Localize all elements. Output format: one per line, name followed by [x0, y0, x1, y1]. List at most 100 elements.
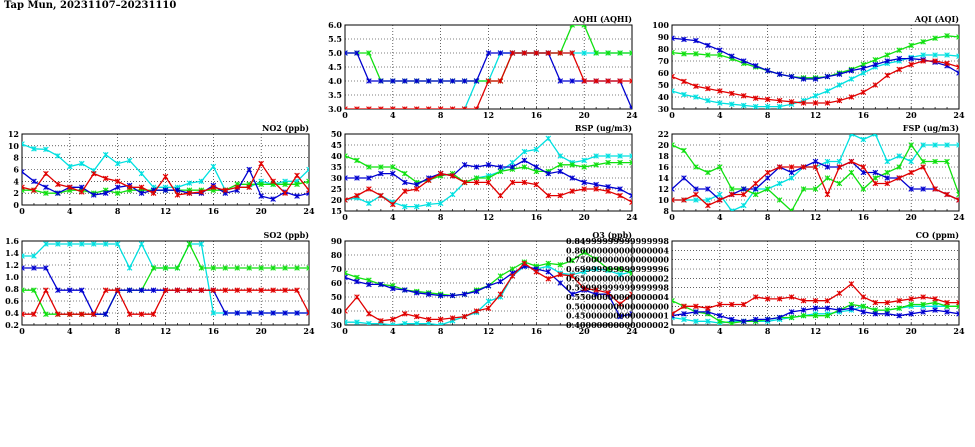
x-tick-label: 4 [390, 326, 396, 336]
x-tick-label: 24 [303, 326, 315, 336]
x-tick-label: 4 [67, 206, 73, 216]
plot-frame [672, 134, 959, 211]
x-tick-label: 16 [531, 212, 543, 222]
x-tick-label: 20 [256, 206, 268, 216]
y-tick-label: 1.6 [5, 236, 19, 246]
x-tick-label: 0 [342, 326, 348, 336]
chart-rsp: 0 4 8 12 16 20 241520253035404550RSP (ug/m3) [331, 123, 638, 222]
y-tick-label: 80 [658, 44, 670, 54]
x-tick-label: 8 [765, 110, 771, 120]
y-tick-label: 15 [331, 206, 342, 216]
x-tick-label: 4 [67, 326, 73, 336]
y-tick-label: 0.4 [5, 308, 19, 318]
y-tick-label: 50 [331, 129, 343, 139]
x-tick-label: 20 [906, 326, 918, 336]
chart-title: RSP (ug/m3) [575, 123, 632, 133]
y-tick-label: 12 [658, 184, 669, 194]
x-tick-label: 12 [810, 110, 821, 120]
chart-title: FSP (ug/m3) [903, 123, 959, 133]
y-tick-label: 6 [13, 165, 19, 175]
y-tick-label: 4.0 [328, 76, 342, 86]
y-tick-label: 1.2 [5, 260, 19, 270]
y-tick-label: 1.4 [5, 248, 19, 258]
x-tick-label: 8 [115, 206, 121, 216]
x-tick-label: 24 [626, 212, 638, 222]
y-tick-label: 0.69999999999999996 [566, 264, 669, 274]
y-tick-label: 60 [658, 68, 670, 78]
chart-fsp: 0 4 8 12 16 20 24810121416182022FSP (ug/m3) [658, 123, 965, 222]
y-tick-label: 1.0 [5, 272, 19, 282]
y-tick-label: 60 [331, 278, 343, 288]
x-tick-label: 16 [858, 212, 870, 222]
y-tick-label: 80 [331, 250, 343, 260]
y-tick-label: 14 [658, 173, 670, 183]
y-tick-label: 16 [658, 162, 670, 172]
x-tick-label: 20 [256, 326, 268, 336]
x-tick-label: 4 [717, 212, 723, 222]
x-tick-label: 16 [531, 110, 543, 120]
y-tick-label: 90 [331, 236, 343, 246]
y-tick-label: 0.80000000000000004 [566, 245, 669, 255]
y-tick-label: 3.0 [328, 104, 342, 114]
x-tick-label: 20 [906, 110, 918, 120]
x-tick-label: 12 [160, 206, 171, 216]
y-tick-label: 0.75000000000000000 [566, 255, 669, 265]
x-tick-label: 16 [858, 110, 870, 120]
y-tick-label: 0.59999999999999998 [566, 283, 669, 293]
x-tick-label: 24 [953, 110, 965, 120]
y-tick-label: 5.0 [328, 48, 342, 58]
x-tick-label: 8 [438, 326, 444, 336]
y-tick-label: 0.55000000000000004 [566, 292, 669, 302]
y-tick-label: 2 [13, 188, 19, 198]
y-tick-label: 4 [13, 176, 19, 186]
y-tick-label: 0.6 [5, 296, 19, 306]
x-tick-label: 4 [390, 110, 396, 120]
x-tick-label: 16 [208, 326, 220, 336]
y-tick-label: 20 [658, 140, 670, 150]
chart-aqhi: 0 4 8 12 16 20 24 3.0 3.5 4.0 4.5 5.0 5.5 6.0 AQHI (AQ… [328, 14, 638, 139]
y-tick-label: 5.5 [328, 34, 342, 44]
y-tick-label: 25 [331, 184, 342, 194]
x-tick-label: 0 [669, 110, 675, 120]
chart-title: AQHI (AQHI) [572, 14, 633, 24]
x-tick-label: 16 [858, 326, 870, 336]
x-tick-label: 0 [669, 212, 675, 222]
y-tick-label: 50 [331, 292, 343, 302]
x-tick-label: 24 [626, 110, 638, 120]
x-tick-label: 12 [483, 212, 494, 222]
y-tick-label: 35 [331, 162, 342, 172]
chart-aqi: 0 4 8 12 16 20 2430405060708090100AQI (AQI) [652, 14, 965, 120]
y-tick-label: 45 [331, 140, 342, 150]
x-tick-label: 8 [765, 212, 771, 222]
chart-co: 0 4 8 12 16 20 240.400000000000000020.45000000… [566, 230, 965, 336]
y-tick-label: 12 [8, 129, 19, 139]
chart-title: NO2 (ppb) [262, 123, 309, 133]
y-tick-label: 3.5 [328, 90, 342, 100]
y-tick-label: 70 [658, 56, 670, 66]
y-tick-label: 40 [331, 306, 343, 316]
x-tick-label: 24 [953, 212, 965, 222]
x-tick-label: 0 [342, 212, 348, 222]
y-tick-label: 0.65000000000000002 [566, 273, 669, 283]
x-tick-label: 8 [438, 110, 444, 120]
x-tick-label: 0 [19, 206, 25, 216]
chart-no2: 0 4 8 12 16 20 24024681012NO2 (ppb) [8, 123, 315, 216]
y-tick-label: 8 [13, 153, 19, 163]
x-tick-label: 0 [19, 326, 25, 336]
y-tick-label: 30 [331, 173, 343, 183]
y-tick-label: 0 [13, 200, 19, 210]
x-tick-label: 24 [953, 326, 965, 336]
y-tick-label: 0.50000000000000000 [566, 301, 669, 311]
x-tick-label: 16 [208, 206, 220, 216]
y-tick-label: 70 [331, 264, 343, 274]
chart-so2: 0 4 8 12 16 20 24 0.2 0.4 0.6 0.8 1.0 1.2 1.4 1.6 SO2 (… [5, 230, 315, 336]
x-tick-label: 12 [810, 326, 821, 336]
y-tick-label: 10 [658, 195, 670, 205]
x-tick-label: 0 [669, 326, 675, 336]
x-tick-label: 12 [483, 326, 494, 336]
y-tick-label: 4.5 [328, 62, 342, 72]
y-tick-label: 40 [331, 151, 343, 161]
y-tick-label: 90 [658, 32, 670, 42]
x-tick-label: 0 [342, 110, 348, 120]
x-tick-label: 16 [531, 326, 543, 336]
